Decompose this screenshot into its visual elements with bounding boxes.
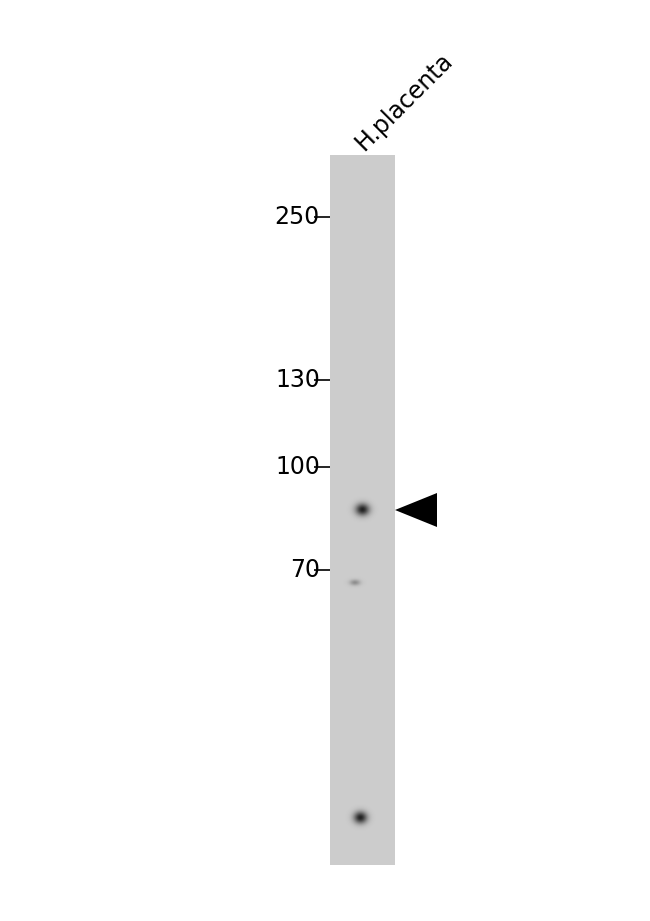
- Text: 250: 250: [275, 205, 320, 229]
- Text: 130: 130: [275, 368, 320, 392]
- Polygon shape: [395, 493, 437, 527]
- Text: 100: 100: [275, 455, 320, 479]
- Bar: [330, 155, 395, 865]
- Text: H.placenta: H.placenta: [351, 48, 458, 155]
- Text: 70: 70: [290, 558, 320, 582]
